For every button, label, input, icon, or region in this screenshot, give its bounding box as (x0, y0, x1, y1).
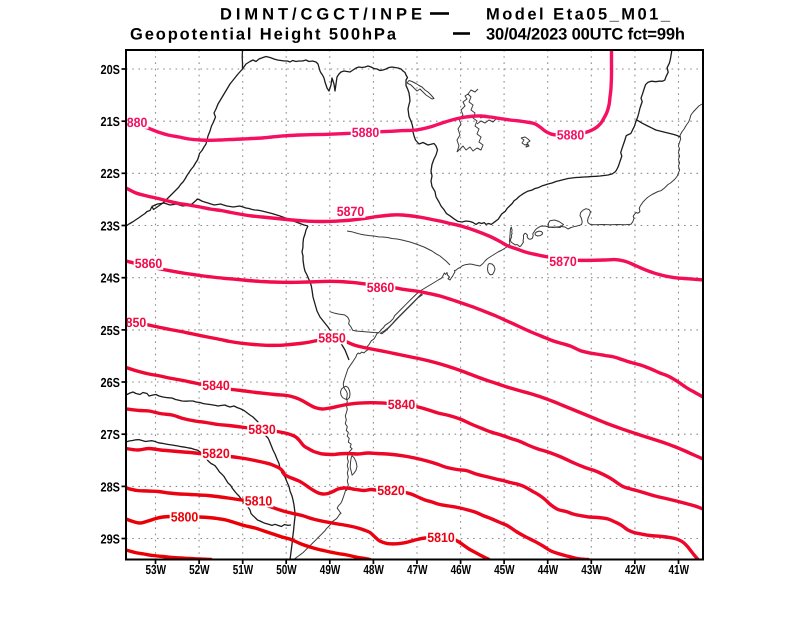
svg-text:27S: 27S (101, 427, 121, 442)
svg-text:5800: 5800 (171, 509, 199, 524)
svg-text:5840: 5840 (202, 378, 230, 393)
svg-text:5820: 5820 (202, 446, 230, 461)
svg-text:5870: 5870 (337, 204, 365, 219)
svg-text:42W: 42W (625, 562, 646, 577)
svg-text:5850: 5850 (318, 330, 346, 345)
svg-text:50W: 50W (276, 562, 297, 577)
svg-text:5860: 5860 (367, 280, 395, 295)
svg-text:5810: 5810 (427, 530, 455, 545)
svg-text:47W: 47W (407, 562, 428, 577)
svg-text:26S: 26S (101, 375, 121, 390)
svg-text:45W: 45W (494, 562, 515, 577)
svg-text:30/04/2023 00UTC fct=99h: 30/04/2023 00UTC fct=99h (486, 25, 685, 43)
svg-text:Geopotential Height 500hPa: Geopotential Height 500hPa (130, 25, 397, 43)
svg-text:5810: 5810 (245, 493, 273, 508)
svg-text:53W: 53W (146, 562, 167, 577)
svg-text:5880: 5880 (557, 127, 585, 142)
svg-text:5840: 5840 (388, 397, 416, 412)
svg-text:49W: 49W (320, 562, 341, 577)
svg-text:5870: 5870 (549, 254, 577, 269)
svg-text:20S: 20S (101, 62, 121, 77)
svg-text:22S: 22S (101, 166, 121, 181)
svg-text:DIMNT/CGCT/INPE: DIMNT/CGCT/INPE (220, 6, 422, 24)
svg-text:46W: 46W (451, 562, 472, 577)
svg-text:880: 880 (127, 115, 148, 130)
svg-text:25S: 25S (101, 323, 121, 338)
svg-text:24S: 24S (101, 271, 121, 286)
svg-text:48W: 48W (363, 562, 384, 577)
svg-text:28S: 28S (101, 479, 121, 494)
svg-text:5860: 5860 (135, 256, 163, 271)
svg-text:29S: 29S (101, 531, 121, 546)
svg-text:44W: 44W (538, 562, 559, 577)
svg-text:5880: 5880 (352, 125, 380, 140)
svg-text:51W: 51W (233, 562, 254, 577)
svg-text:52W: 52W (189, 562, 210, 577)
svg-text:5850: 5850 (119, 315, 147, 330)
svg-text:Model Eta05_M01_: Model Eta05_M01_ (486, 6, 671, 24)
svg-text:23S: 23S (101, 218, 121, 233)
svg-text:21S: 21S (101, 114, 121, 129)
svg-text:5820: 5820 (377, 483, 405, 498)
svg-text:41W: 41W (669, 562, 690, 577)
svg-text:5830: 5830 (248, 422, 276, 437)
svg-text:43W: 43W (581, 562, 602, 577)
